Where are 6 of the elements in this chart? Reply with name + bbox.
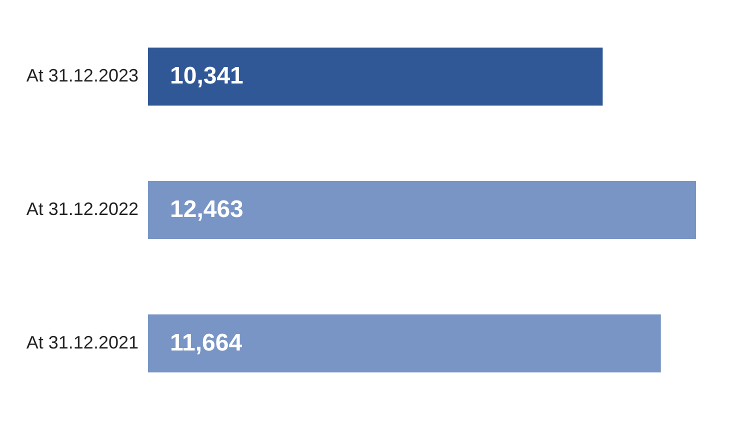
data-label: 12,463 [170, 196, 244, 223]
data-label: 10,341 [170, 62, 244, 90]
y-tick-label: At 31.12.2022 [26, 199, 138, 219]
y-tick-label: At 31.12.2023 [26, 66, 138, 86]
y-tick-label: At 31.12.2021 [26, 332, 138, 352]
data-label: 11,664 [170, 329, 243, 356]
